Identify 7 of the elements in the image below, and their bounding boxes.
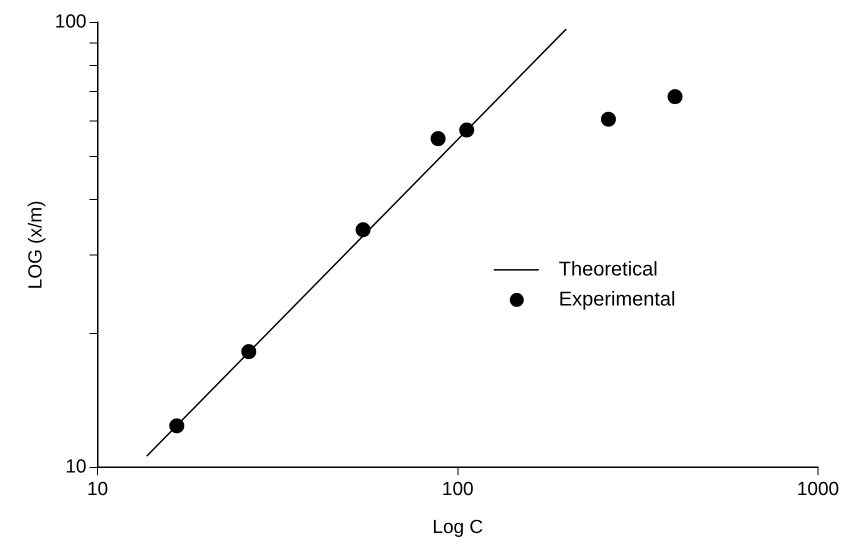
x-tick-label: 100 — [442, 479, 474, 500]
x-tick-label: 1000 — [796, 479, 840, 500]
legend-label: Experimental — [558, 288, 676, 310]
legend-label: Theoretical — [558, 258, 658, 280]
x-tick-label: 10 — [86, 479, 108, 500]
y-axis-title: LOG (x/m) — [26, 200, 47, 290]
x-axis-title: Log C — [432, 516, 484, 538]
